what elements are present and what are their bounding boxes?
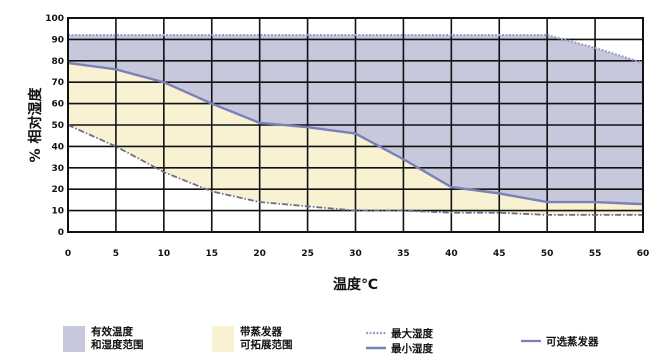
legend-label-evaporator-range: 可拓展范围 (240, 338, 293, 351)
y-tick-label: 70 (51, 78, 64, 88)
legend-swatch-evaporator-range (212, 326, 234, 352)
legend-label-min-humidity: 最小湿度 (391, 342, 433, 355)
plot-area: 0 10 20 30 40 50 60 70 80 90 100 0 5 10 15 20 25 30 35 40 45… (27, 14, 649, 293)
x-tick-label: 60 (637, 249, 650, 259)
y-tick-label: 90 (51, 35, 64, 45)
x-tick-label: 40 (445, 249, 458, 259)
x-tick-label: 20 (253, 249, 266, 259)
series-line-max-humidity (68, 34, 644, 64)
x-tick-label: 50 (541, 249, 554, 259)
y-tick-label: 40 (51, 142, 64, 152)
y-tick-label: 0 (58, 228, 64, 238)
legend-label-effective-range: 有效温度 (91, 325, 133, 338)
x-tick-label: 45 (493, 249, 506, 259)
y-tick-label: 50 (51, 121, 64, 131)
y-tick-label: 20 (51, 185, 64, 195)
y-tick-label: 80 (51, 57, 64, 67)
x-tick-label: 55 (589, 249, 602, 259)
y-tick-label: 30 (51, 164, 64, 174)
y-tick-label: 100 (45, 14, 64, 24)
x-tick-label: 10 (158, 249, 171, 259)
legend-label-evaporator-line: 可选蒸发器 (546, 335, 599, 348)
series-line-evaporator (67, 124, 643, 216)
x-tick-label: 35 (397, 249, 410, 259)
legend-label-max-humidity: 最大湿度 (391, 327, 433, 340)
x-tick-label: 15 (205, 249, 218, 259)
legend-swatch-effective-range (63, 326, 85, 352)
x-tick-label: 0 (65, 249, 71, 259)
y-tick-label: 60 (51, 100, 64, 110)
x-axis-title: 温度℃ (333, 276, 378, 293)
x-tick-label: 5 (113, 249, 119, 259)
y-tick-label: 10 (51, 207, 64, 217)
plot-frame (67, 17, 644, 233)
legend-label-effective-range: 和湿度范围 (90, 338, 144, 351)
x-tick-label: 30 (349, 249, 362, 259)
y-axis-title: % 相对湿度 (27, 87, 44, 163)
x-tick-label: 25 (301, 249, 314, 259)
legend-label-evaporator-range: 带蒸发器 (240, 325, 282, 338)
series-line-min-humidity (67, 61, 644, 206)
